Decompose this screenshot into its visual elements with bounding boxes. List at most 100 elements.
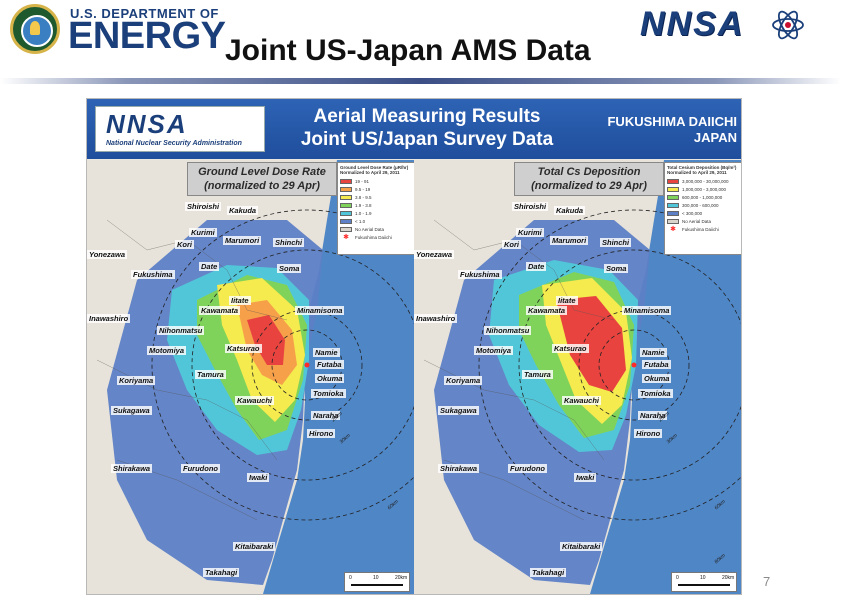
scale-tick-20: 20km xyxy=(395,575,408,581)
banner-site-line1: FUKUSHIMA DAIICHI xyxy=(607,114,737,129)
place-label: Furudono xyxy=(181,464,220,473)
legend-swatch xyxy=(667,178,679,184)
legend-label: 600,000 - 1,000,000 xyxy=(682,194,723,200)
banner-logo-subtitle: National Nuclear Security Administration xyxy=(106,140,242,147)
banner-nnsa-logo: NNSA National Nuclear Security Administr… xyxy=(95,106,265,152)
place-label: Shinchi xyxy=(273,238,305,247)
legend-label: < 1.0 xyxy=(355,218,366,224)
legend-row: 1,000,000 - 3,000,000 xyxy=(667,185,739,193)
place-label: Takahagi xyxy=(530,568,567,577)
place-label: Furudono xyxy=(508,464,547,473)
atom-icon xyxy=(772,10,804,40)
scale-tick-10: 10 xyxy=(373,575,379,581)
place-label: Iitate xyxy=(229,296,251,305)
aerial-results-panel: NNSA National Nuclear Security Administr… xyxy=(86,98,742,595)
cs-map-legend: Total Cesium Deposition (Bq/m²) Normaliz… xyxy=(664,162,741,255)
scale-bar: 0 10 20km xyxy=(344,572,410,592)
place-label: Soma xyxy=(277,264,302,273)
nnsa-logo-text: NNSA xyxy=(640,5,745,43)
doe-seal-icon xyxy=(10,4,60,54)
ring-80km xyxy=(478,209,741,521)
place-label: Date xyxy=(526,262,547,271)
place-label: Koriyama xyxy=(117,376,156,385)
place-label: Futaba xyxy=(642,360,671,369)
place-label: Sukagawa xyxy=(438,406,479,415)
legend-label: 1,000,000 - 3,000,000 xyxy=(682,186,727,192)
place-label: Okuma xyxy=(315,374,345,383)
doe-logo-line1: U.S. DEPARTMENT OF xyxy=(70,6,219,21)
place-label: Futaba xyxy=(315,360,344,369)
legend-row: 9.5 - 19 xyxy=(340,185,412,193)
place-label: Iwaki xyxy=(247,473,270,482)
cs-map-caption: Total Cs Deposition (normalized to 29 Ap… xyxy=(514,162,664,196)
place-label: Fukushima xyxy=(458,270,502,279)
place-label: Naraha xyxy=(311,411,341,420)
scale-bar: 0 10 20km xyxy=(671,572,737,592)
legend-label: 1.0 - 1.9 xyxy=(355,210,372,216)
place-label: Katsurao xyxy=(225,344,262,353)
ring-30km xyxy=(251,309,363,421)
place-label: Fukushima xyxy=(131,270,175,279)
doe-logo: U.S. DEPARTMENT OF ENERGY xyxy=(10,4,226,56)
place-label: Tomioka xyxy=(638,389,673,398)
place-label: Okuma xyxy=(642,374,672,383)
cs-legend-title: Total Cesium Deposition (Bq/m²) Normaliz… xyxy=(667,165,739,175)
legend-swatch xyxy=(340,194,352,200)
legend-swatch xyxy=(340,226,352,232)
place-label: Minamisoma xyxy=(622,306,672,315)
slide-number: 7 xyxy=(763,574,771,589)
place-label: Motomiya xyxy=(474,346,514,355)
legend-marker-icon: ✱ xyxy=(340,234,352,241)
place-label: Nihonmatsu xyxy=(484,326,532,335)
place-label: Katsurao xyxy=(552,344,589,353)
slide-title: Joint US-Japan AMS Data xyxy=(225,34,591,67)
survey-hotspot xyxy=(556,296,626,392)
place-label: Soma xyxy=(604,264,629,273)
legend-row: 300,000 - 600,000 xyxy=(667,201,739,209)
dose-map-caption-line2: (normalized to 29 Apr) xyxy=(204,180,320,192)
legend-label: 300,000 - 600,000 xyxy=(682,202,719,208)
place-label: Kitaibaraki xyxy=(233,542,276,551)
legend-swatch xyxy=(667,186,679,192)
dose-map-caption: Ground Level Dose Rate (normalized to 29… xyxy=(187,162,337,196)
place-label: Kitaibaraki xyxy=(560,542,603,551)
legend-label: No Aerial Data xyxy=(355,226,385,232)
legend-swatch xyxy=(340,202,352,208)
legend-label: Fukushima Daiichi xyxy=(355,234,392,240)
legend-swatch xyxy=(340,178,352,184)
place-label: Kori xyxy=(175,240,194,249)
ring-80km xyxy=(151,209,414,521)
legend-row: 1.9 - 3.8 xyxy=(340,201,412,209)
cs-legend-title-line2: Normalized to April 29, 2011 xyxy=(667,170,727,175)
banner-logo-text: NNSA xyxy=(106,109,188,139)
ring-30km xyxy=(578,309,690,421)
place-label: Shinchi xyxy=(600,238,632,247)
banner-site-line2: JAPAN xyxy=(693,130,737,145)
banner-title-line1: Aerial Measuring Results xyxy=(313,106,541,127)
legend-swatch xyxy=(340,218,352,224)
place-label: Marumori xyxy=(550,236,589,245)
banner-title-line2: Joint US/Japan Survey Data xyxy=(300,129,554,150)
ring-60km xyxy=(191,249,414,481)
legend-label: 3.8 - 9.5 xyxy=(355,194,372,200)
legend-row: No Aerial Data xyxy=(667,217,739,225)
place-label: Tomioka xyxy=(311,389,346,398)
legend-row: No Aerial Data xyxy=(340,225,412,233)
place-label: Kawauchi xyxy=(235,396,275,405)
legend-label: Fukushima Daiichi xyxy=(682,226,719,232)
place-label: Kawamata xyxy=(199,306,241,315)
place-label: Kawauchi xyxy=(562,396,602,405)
place-label: Kurimi xyxy=(516,228,544,237)
place-label: Namie xyxy=(640,348,667,357)
legend-swatch xyxy=(667,202,679,208)
place-label: Yonezawa xyxy=(414,250,454,259)
cs-legend-title-line1: Total Cesium Deposition (Bq/m²) xyxy=(667,165,737,170)
legend-row: < 300,000 xyxy=(667,209,739,217)
fukushima-daiichi-marker xyxy=(631,362,637,368)
place-label: Kakuda xyxy=(227,206,259,215)
place-label: Inawashiro xyxy=(414,314,458,323)
legend-label: < 300,000 xyxy=(682,210,703,216)
place-label: Minamisoma xyxy=(295,306,345,315)
legend-swatch xyxy=(667,194,679,200)
legend-swatch xyxy=(340,186,352,192)
